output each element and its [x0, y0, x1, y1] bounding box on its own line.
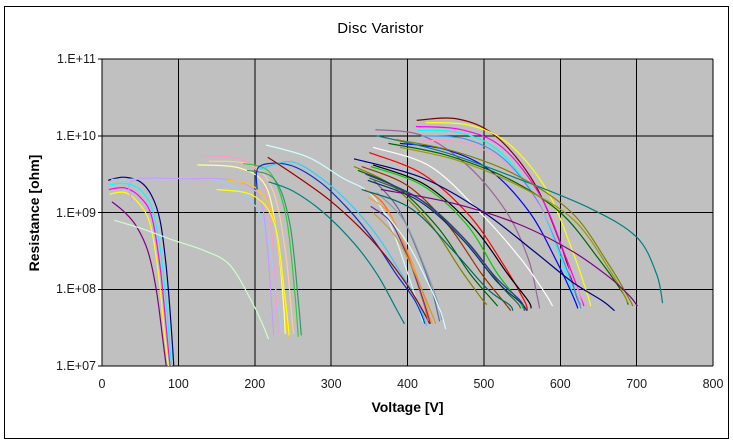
series-line: [246, 169, 302, 336]
series-line: [422, 139, 587, 309]
y-axis-title: Resistance [ohm]: [26, 154, 42, 272]
y-tick-label: 1.E+08: [56, 282, 96, 297]
series-line: [369, 152, 528, 311]
x-tick-label: 100: [167, 377, 189, 391]
x-axis-title: Voltage [V]: [371, 399, 444, 415]
series-line: [243, 162, 299, 337]
series-line: [421, 135, 582, 309]
x-tick-label: 600: [549, 377, 571, 391]
series-line: [399, 146, 629, 304]
series-line: [395, 139, 634, 307]
series-line: [202, 155, 279, 334]
series-line: [109, 182, 173, 367]
series-line: [373, 179, 441, 322]
x-tick-label: 300: [320, 377, 342, 391]
series-line: [376, 135, 664, 304]
series-line: [107, 176, 175, 367]
x-tick-label: 800: [702, 377, 724, 391]
series-line: [267, 156, 431, 325]
x-tick-label: 400: [397, 377, 418, 391]
series-line: [114, 219, 270, 340]
series-line: [372, 164, 532, 309]
series-line: [353, 158, 615, 312]
series-line: [380, 188, 638, 307]
series-line: [216, 188, 290, 336]
series-line: [372, 146, 554, 307]
chart-title: Disc Varistor: [337, 20, 424, 37]
series-line: [197, 164, 286, 334]
series-line: [361, 165, 512, 312]
x-tick-label: 200: [244, 377, 266, 391]
y-tick-label: 1.E+09: [56, 205, 96, 220]
series-line: [109, 191, 169, 367]
series-line: [128, 177, 275, 336]
x-tick-label: 0: [98, 377, 106, 391]
y-tick-label: 1.E+11: [56, 52, 96, 66]
series-line: [108, 187, 171, 367]
series-line: [268, 181, 405, 325]
series-line: [255, 162, 426, 325]
y-tick-label: 1.E+10: [56, 128, 96, 143]
series-line: [111, 201, 167, 367]
y-tick-label: 1.E+07: [56, 359, 96, 373]
x-tick-label: 700: [626, 377, 648, 391]
series-line: [361, 188, 514, 312]
x-tick-label: 500: [473, 377, 495, 391]
series-line: [384, 212, 447, 330]
series-line: [364, 189, 429, 322]
series-line: [372, 212, 437, 325]
series-line: [367, 196, 434, 325]
